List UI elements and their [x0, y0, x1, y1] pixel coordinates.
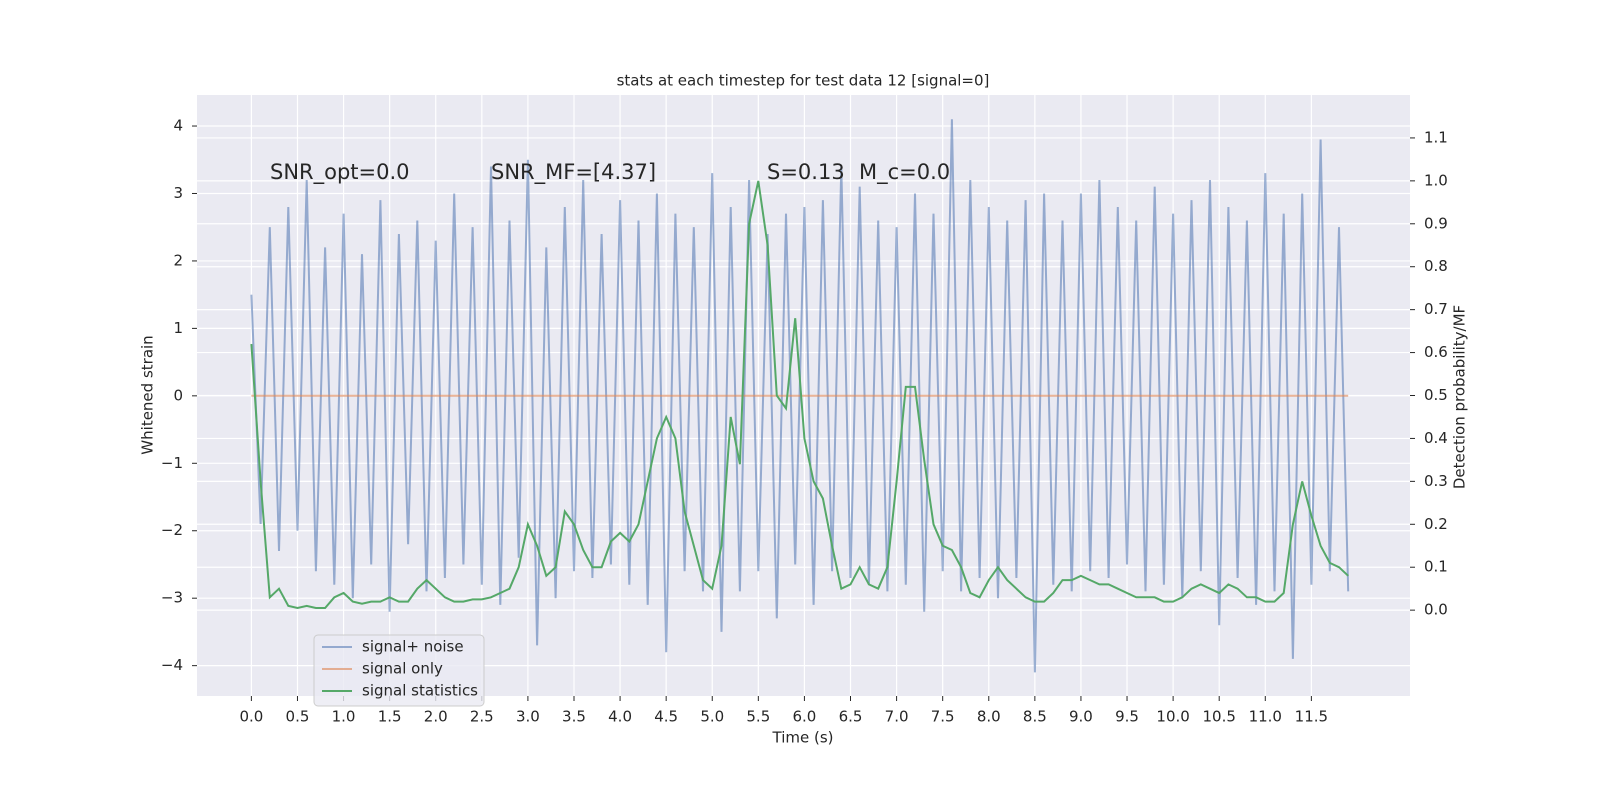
x-tick-label: 9.0 [1069, 708, 1093, 726]
y2-tick-label: 0.7 [1424, 300, 1448, 318]
x-tick-label: 4.0 [608, 708, 632, 726]
legend-box [313, 634, 485, 707]
x-tick-label: 0.5 [286, 708, 310, 726]
x-tick-label: 4.5 [654, 708, 678, 726]
y2-tick-label: 0.1 [1424, 558, 1448, 576]
y-tick-label: −3 [161, 589, 183, 607]
y2-tick-label: 0.0 [1424, 601, 1448, 619]
y2-axis-label: Detection probability/MF [1451, 305, 1469, 489]
x-tick-label: 10.5 [1202, 708, 1235, 726]
y2-tick-label: 0.9 [1424, 214, 1448, 232]
x-tick-label: 7.0 [885, 708, 909, 726]
x-axis-label: Time (s) [772, 729, 834, 747]
annotation: S=0.13 [767, 160, 845, 184]
legend-label: signal+ noise [362, 638, 464, 656]
y-tick-label: 2 [173, 251, 183, 269]
y-tick-label: 1 [173, 319, 183, 337]
y2-tick-label: 0.8 [1424, 257, 1448, 275]
annotation: SNR_MF=[4.37] [491, 160, 656, 185]
series-line [250, 180, 1349, 610]
x-tick-label: 5.5 [746, 708, 770, 726]
x-tick-label: 1.5 [378, 708, 402, 726]
x-tick-label: 0.0 [239, 708, 263, 726]
y2-tick-label: 0.5 [1424, 386, 1448, 404]
chart-title: stats at each timestep for test data 12 … [617, 72, 990, 90]
x-tick-label: 5.0 [700, 708, 724, 726]
y2-tick-label: 0.3 [1424, 472, 1448, 490]
x-tick-label: 11.0 [1249, 708, 1282, 726]
y2-tick-label: 0.4 [1424, 429, 1448, 447]
x-tick-label: 10.0 [1156, 708, 1189, 726]
x-tick-label: 3.5 [562, 708, 586, 726]
x-tick-label: 6.5 [839, 708, 863, 726]
y-tick-label: −1 [161, 454, 183, 472]
y2-tick-label: 0.6 [1424, 343, 1448, 361]
legend-label: signal only [362, 660, 443, 678]
y-axis-label: Whitened strain [139, 335, 157, 454]
x-tick-label: 3.0 [516, 708, 540, 726]
x-tick-label: 11.5 [1295, 708, 1328, 726]
x-tick-label: 8.5 [1023, 708, 1047, 726]
x-tick-label: 6.0 [792, 708, 816, 726]
y-tick-label: −4 [161, 656, 183, 674]
x-tick-label: 1.0 [332, 708, 356, 726]
legend-label: signal statistics [362, 682, 478, 700]
y-tick-label: 4 [173, 117, 183, 135]
x-tick-label: 9.5 [1115, 708, 1139, 726]
y2-tick-label: 1.0 [1424, 171, 1448, 189]
annotation: M_c=0.0 [859, 160, 950, 185]
y2-tick-label: 0.2 [1424, 515, 1448, 533]
x-tick-label: 8.0 [977, 708, 1001, 726]
y-tick-label: −2 [161, 521, 183, 539]
x-tick-label: 2.0 [424, 708, 448, 726]
y-tick-label: 0 [173, 386, 183, 404]
y2-tick-label: 1.1 [1424, 128, 1448, 146]
annotation: SNR_opt=0.0 [270, 160, 410, 185]
x-tick-label: 7.5 [931, 708, 955, 726]
x-tick-label: 2.5 [470, 708, 494, 726]
y-tick-label: 3 [173, 184, 183, 202]
